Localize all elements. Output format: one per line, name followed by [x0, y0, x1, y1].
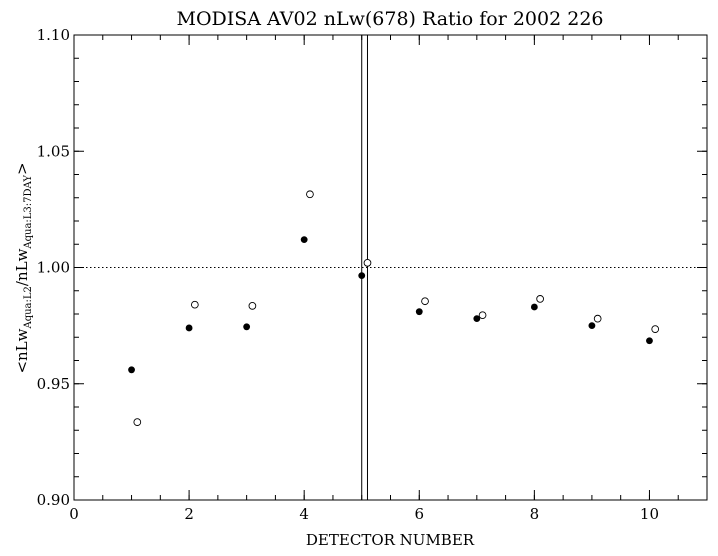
x-axis-label: DETECTOR NUMBER: [306, 531, 475, 549]
y-tick-label: 1.00: [37, 259, 70, 277]
filled-point: [358, 272, 366, 280]
filled-point: [588, 322, 596, 330]
y-tick-label: 0.95: [37, 375, 70, 393]
x-tick-label: 6: [414, 505, 424, 523]
open-point: [651, 325, 660, 333]
y-label-sub1: Aqua:L2: [23, 286, 34, 329]
data-markers: [128, 190, 660, 426]
open-point: [478, 311, 487, 320]
filled-point: [185, 324, 193, 332]
filled-point: [473, 315, 481, 323]
x-tick-label: 4: [299, 505, 309, 523]
plot-area: [73, 34, 708, 501]
y-label-prefix: <nLw: [13, 328, 31, 373]
open-point: [133, 418, 142, 426]
filled-point: [243, 323, 251, 331]
open-point: [363, 259, 372, 267]
filled-point: [646, 337, 653, 345]
x-tick-label: 8: [530, 505, 540, 523]
filled-point: [530, 303, 538, 311]
filled-point: [300, 236, 308, 244]
open-point: [536, 295, 544, 303]
y-tick-label: 1.10: [37, 26, 70, 44]
x-tick-label: 10: [640, 505, 659, 523]
x-tick-label: 0: [69, 505, 79, 523]
x-tick-label: 2: [184, 505, 194, 523]
reference-lines: [74, 35, 707, 500]
y-tick-label: 0.90: [37, 491, 70, 509]
major-ticks: [73, 34, 707, 501]
open-point: [190, 300, 199, 309]
x-tick-labels: 0 2 4 6 8 10: [69, 505, 659, 523]
open-point: [306, 190, 314, 199]
y-tick-label: 1.05: [37, 142, 70, 160]
filled-point: [415, 308, 423, 316]
y-tick-labels: 0.90 0.95 1.00 1.05 1.10: [37, 26, 70, 509]
y-label-sub2: Aqua:L3:7DAY: [23, 175, 34, 250]
y-label-mid: /nLw: [13, 248, 31, 286]
y-label-suffix: >: [13, 162, 31, 175]
open-point: [593, 314, 602, 323]
chart-title: MODISA AV02 nLw(678) Ratio for 2002 226: [176, 8, 603, 30]
y-axis-label: <nLwAqua:L2/nLwAqua:L3:7DAY>: [13, 162, 34, 373]
filled-point: [128, 366, 135, 374]
open-point: [248, 302, 257, 310]
open-point: [421, 297, 429, 306]
